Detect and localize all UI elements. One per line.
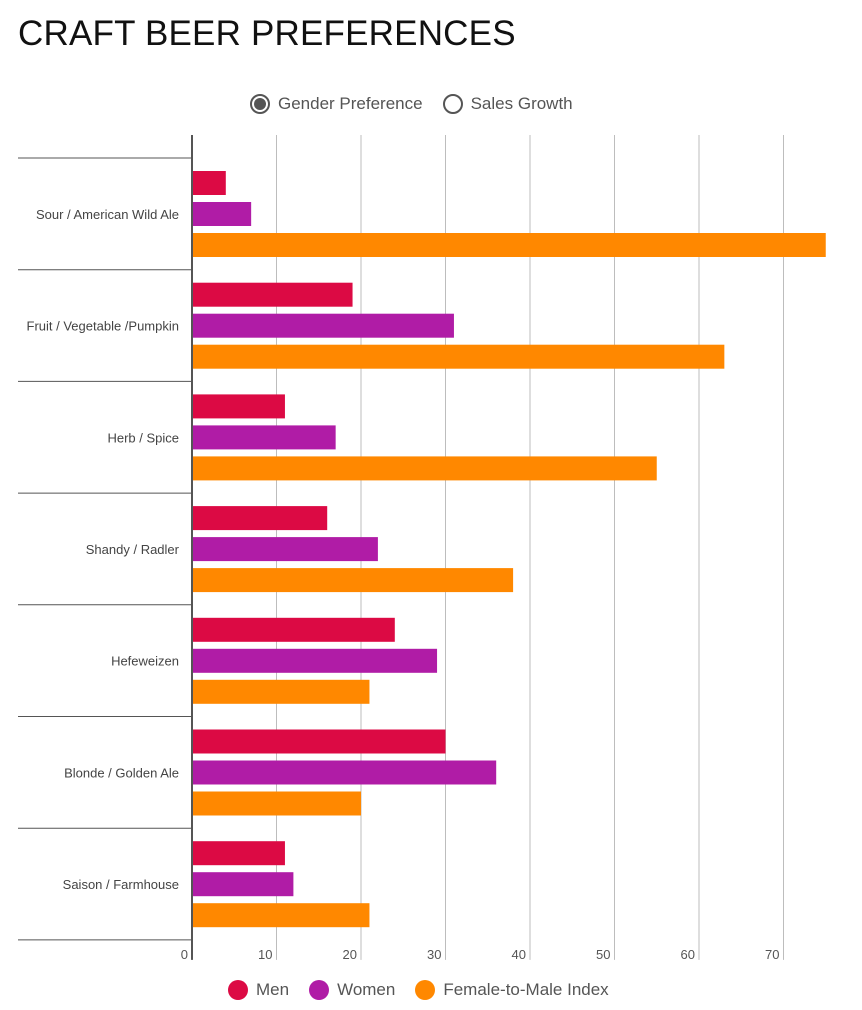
legend-label: Men <box>256 980 290 999</box>
bar-women <box>192 202 252 226</box>
radio-unselected-icon[interactable] <box>442 94 463 114</box>
x-tick-label: 30 <box>427 947 441 962</box>
legend-swatch <box>309 980 330 1000</box>
bar-female-to-male-index <box>192 791 361 816</box>
x-tick-label: 50 <box>596 947 610 962</box>
category-label: Blonde / Golden Ale <box>64 765 179 780</box>
bar-female-to-male-index <box>192 568 514 593</box>
chart-legend: Men Women Female-to-Male Index <box>228 980 609 1000</box>
bar-men <box>192 394 285 419</box>
x-tick-label: 40 <box>512 947 526 962</box>
x-tick-label: 0 <box>181 947 188 962</box>
bar-female-to-male-index <box>192 903 370 928</box>
bar-female-to-male-index <box>192 456 657 481</box>
category-label: Fruit / Vegetable /Pumpkin <box>27 319 179 334</box>
bar-men <box>192 171 226 195</box>
legend-item-women[interactable]: Women <box>309 980 395 1000</box>
chart-title: CRAFT BEER PREFERENCES <box>18 14 516 53</box>
bar-women <box>192 760 497 785</box>
bar-men <box>192 282 353 307</box>
legend-swatch <box>415 980 436 1000</box>
bar-women <box>192 425 336 450</box>
bar-women <box>192 648 438 673</box>
bar-men <box>192 841 285 866</box>
toggle-gender-preference[interactable]: Gender Preference <box>250 94 423 114</box>
x-tick-label: 20 <box>343 947 357 962</box>
bar-women <box>192 313 454 338</box>
category-label: Saison / Farmhouse <box>63 877 179 892</box>
x-tick-label: 10 <box>258 947 272 962</box>
x-tick-label: 60 <box>681 947 695 962</box>
toggle-label: Gender Preference <box>278 94 423 113</box>
view-toggle: Gender Preference Sales Growth <box>250 94 573 114</box>
bar-female-to-male-index <box>192 233 826 257</box>
category-label: Herb / Spice <box>107 430 179 445</box>
bar-female-to-male-index <box>192 344 725 369</box>
bar-men <box>192 729 446 754</box>
bar-men <box>192 617 395 642</box>
legend-swatch <box>228 980 248 1000</box>
category-label: Sour / American Wild Ale <box>36 207 179 222</box>
legend-item-men[interactable]: Men <box>228 980 289 1000</box>
legend-label: Women <box>337 980 396 999</box>
bar-women <box>192 537 378 562</box>
toggle-sales-growth[interactable]: Sales Growth <box>442 94 573 114</box>
legend-item-index[interactable]: Female-to-Male Index <box>415 980 609 1000</box>
toggle-label: Sales Growth <box>470 94 573 113</box>
category-label: Shandy / Radler <box>86 542 180 557</box>
x-tick-label: 70 <box>765 947 779 962</box>
category-label: Hefeweizen <box>111 654 179 669</box>
radio-selected-icon[interactable] <box>250 94 270 114</box>
bar-female-to-male-index <box>192 679 370 704</box>
bar-men <box>192 506 328 531</box>
legend-label: Female-to-Male Index <box>443 980 609 999</box>
bar-women <box>192 872 294 897</box>
bar-chart: 0 10 20 30 40 50 60 70 Sour / American Wild Ale F… <box>18 135 826 962</box>
